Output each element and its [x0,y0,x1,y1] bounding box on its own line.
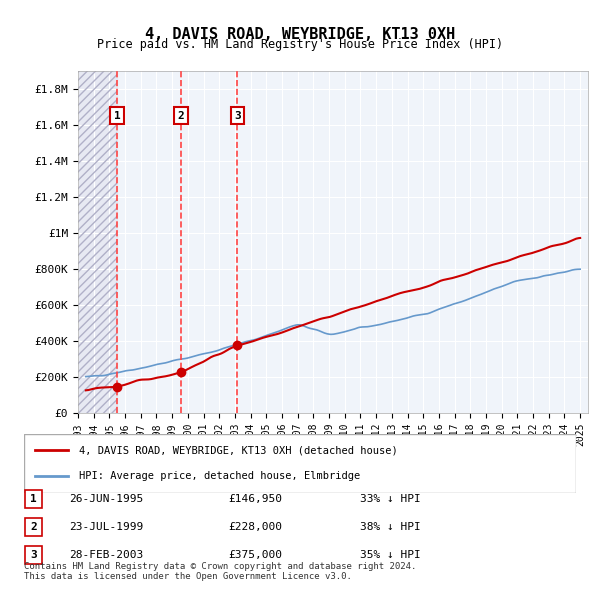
Text: 4, DAVIS ROAD, WEYBRIDGE, KT13 0XH (detached house): 4, DAVIS ROAD, WEYBRIDGE, KT13 0XH (deta… [79,445,398,455]
FancyBboxPatch shape [25,546,42,564]
Text: £228,000: £228,000 [228,522,282,532]
Bar [78,71,117,413]
Text: Price paid vs. HM Land Registry's House Price Index (HPI): Price paid vs. HM Land Registry's House … [97,38,503,51]
Bar [78,71,117,413]
FancyBboxPatch shape [24,434,576,493]
Text: 23-JUL-1999: 23-JUL-1999 [69,522,143,532]
Text: £375,000: £375,000 [228,550,282,560]
Text: Contains HM Land Registry data © Crown copyright and database right 2024.
This d: Contains HM Land Registry data © Crown c… [24,562,416,581]
Text: 1: 1 [30,494,37,503]
Text: 3: 3 [30,550,37,560]
Text: 2: 2 [30,522,37,532]
Text: HPI: Average price, detached house, Elmbridge: HPI: Average price, detached house, Elmb… [79,471,361,481]
Text: 3: 3 [234,111,241,121]
Text: 4, DAVIS ROAD, WEYBRIDGE, KT13 0XH: 4, DAVIS ROAD, WEYBRIDGE, KT13 0XH [145,27,455,41]
Text: 38% ↓ HPI: 38% ↓ HPI [360,522,421,532]
Text: 33% ↓ HPI: 33% ↓ HPI [360,494,421,503]
FancyBboxPatch shape [25,518,42,536]
Text: 28-FEB-2003: 28-FEB-2003 [69,550,143,560]
Text: 1: 1 [113,111,121,121]
Text: 2: 2 [178,111,184,121]
Text: 26-JUN-1995: 26-JUN-1995 [69,494,143,503]
Text: 35% ↓ HPI: 35% ↓ HPI [360,550,421,560]
Text: £146,950: £146,950 [228,494,282,503]
FancyBboxPatch shape [25,490,42,507]
